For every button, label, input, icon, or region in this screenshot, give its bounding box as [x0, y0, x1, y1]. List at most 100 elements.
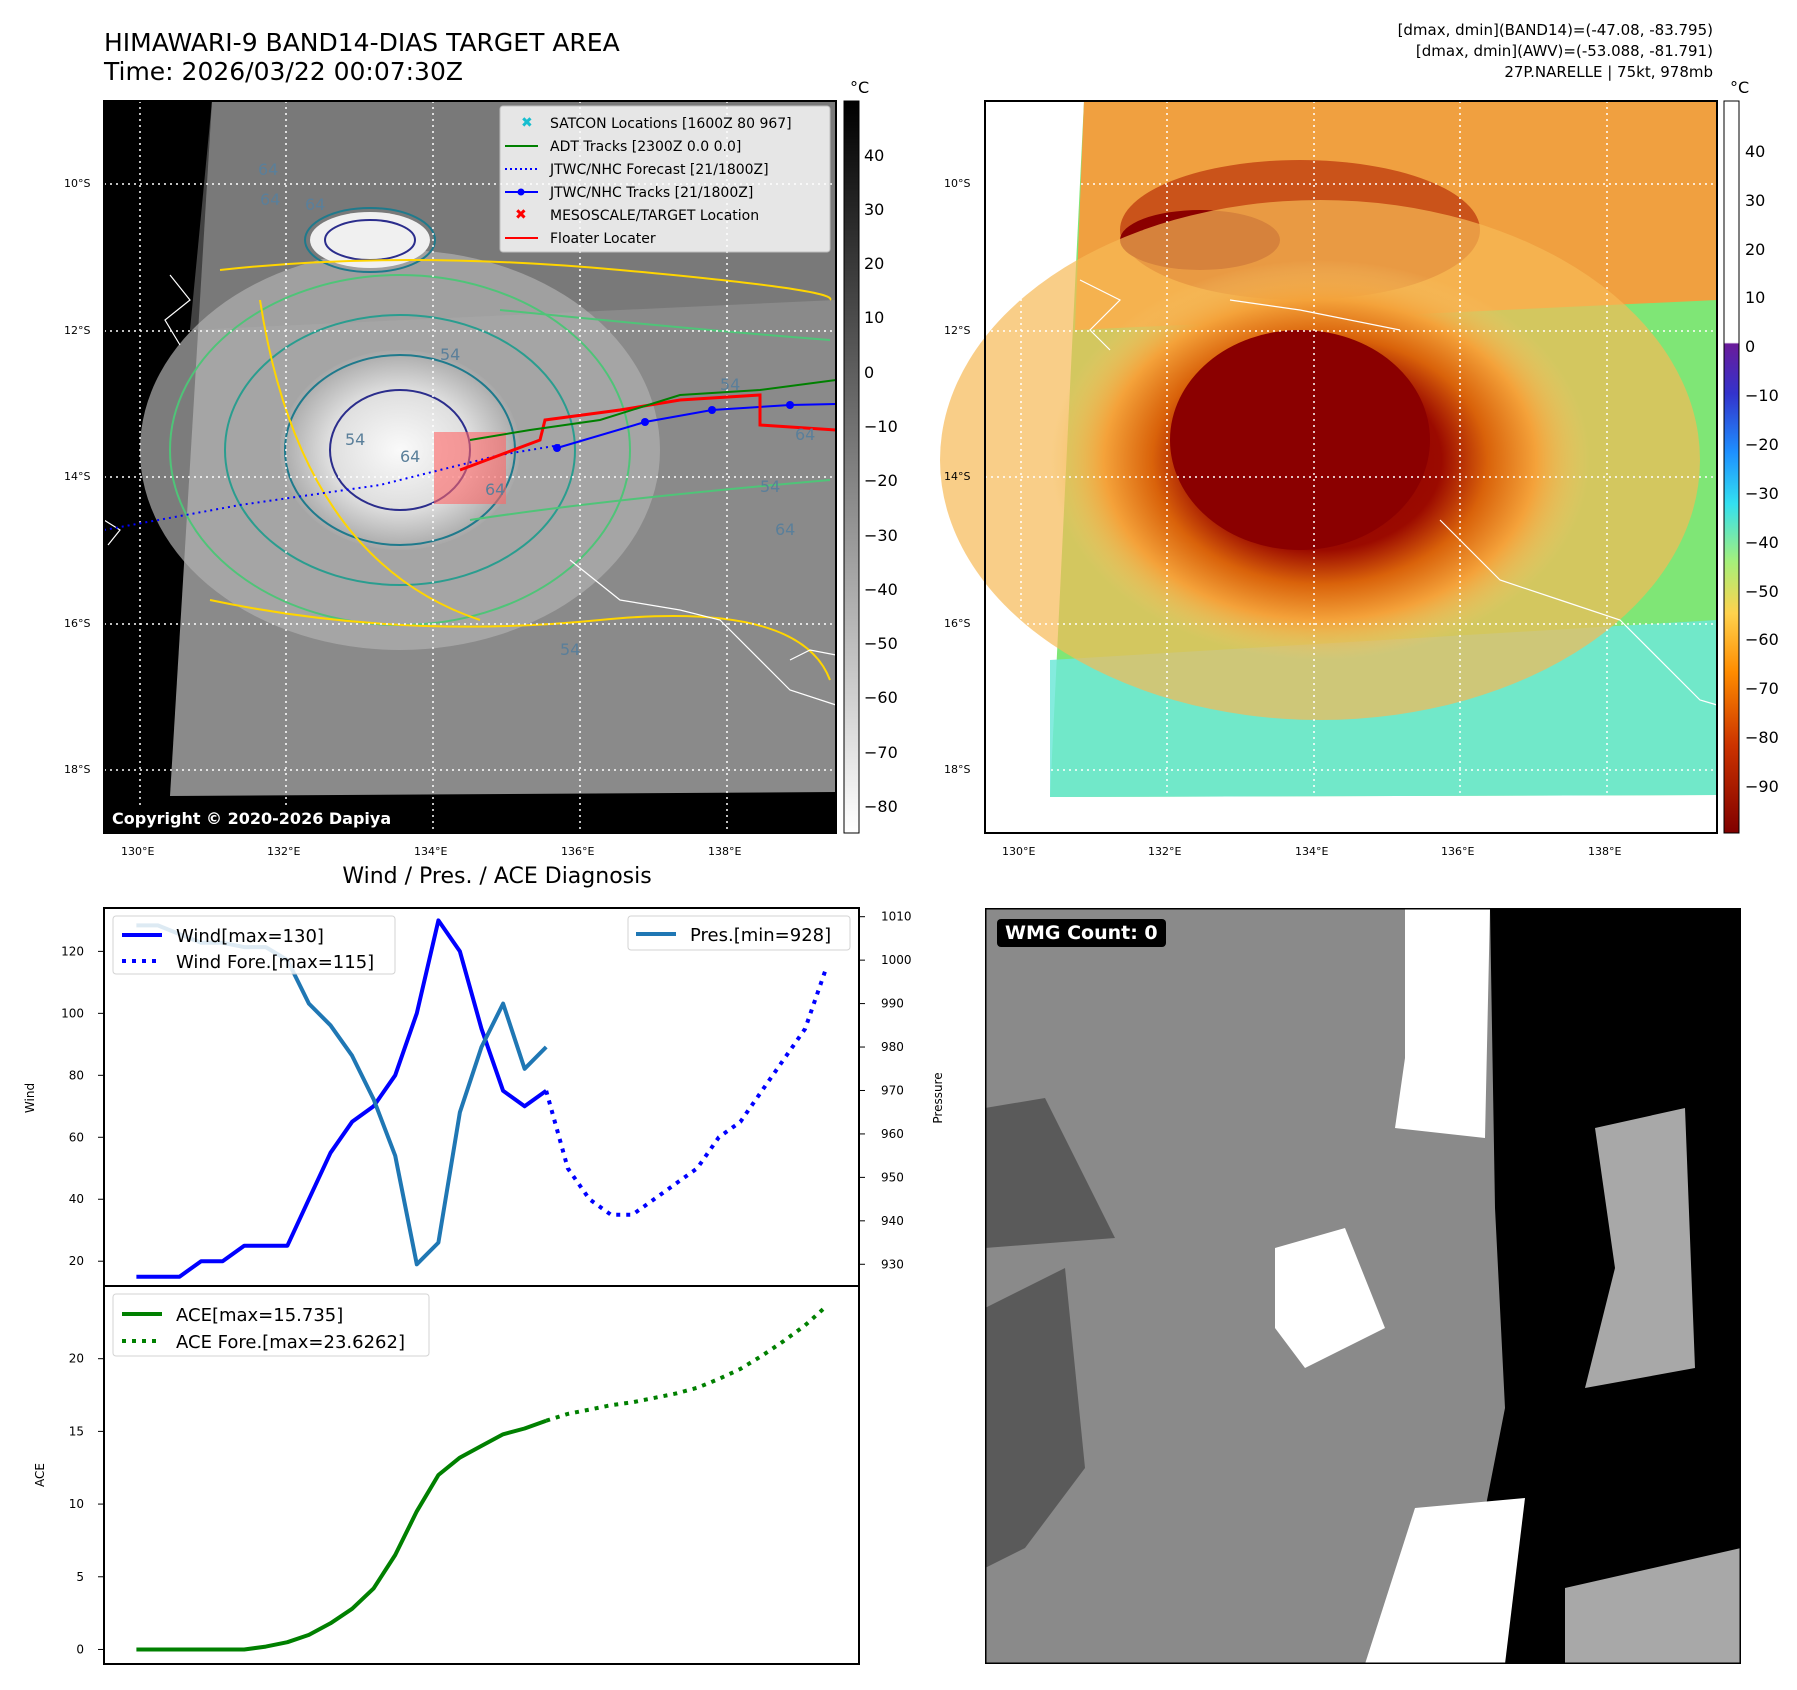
- contour-label: 54: [560, 640, 580, 659]
- tr-lon-label: 134°E: [1295, 845, 1329, 858]
- pressure-ytick-label: 940: [881, 1214, 904, 1228]
- wind-series-0: [136, 918, 548, 1279]
- pressure-ytick-label: 980: [881, 1040, 904, 1054]
- tl-coastline: [103, 274, 837, 706]
- br-wmg-panel: [985, 908, 1741, 1664]
- tr-coastline: [1079, 279, 1718, 706]
- contour-label: 54: [345, 430, 365, 449]
- legend-ace-fore: ACE Fore.[max=23.6262]: [176, 1332, 405, 1353]
- tr-gridlines: [985, 101, 1717, 833]
- tl-cbar-tick: 20: [864, 254, 885, 273]
- tr-cbar-tick: 20: [1745, 240, 1766, 259]
- tr-lon-label: 138°E: [1588, 845, 1622, 858]
- tl-lon-label: 132°E: [267, 845, 301, 858]
- tl-lon-label: 136°E: [561, 845, 595, 858]
- tr-cbar-tick: 40: [1745, 142, 1766, 161]
- tl-cbar-tick: 40: [864, 146, 885, 165]
- wind-ytick-label: 60: [69, 1130, 84, 1144]
- tl-lon-label: 138°E: [708, 845, 742, 858]
- bl-ace-ylabel: ACE: [33, 1463, 47, 1487]
- bl-wind-ylabel: Wind: [23, 1083, 37, 1113]
- tl-unit-label: °C: [850, 78, 870, 97]
- tr-colorbar: [1723, 100, 1740, 834]
- tr-unit-label: °C: [1730, 78, 1750, 97]
- wind-series-1: [544, 966, 829, 1217]
- ace-ytick-label: 0: [76, 1642, 84, 1656]
- tr-cbar-tick: −90: [1745, 777, 1779, 796]
- contour-label: 64: [305, 195, 325, 214]
- legend-adt: ADT Tracks [2300Z 0.0 0.0]: [550, 139, 741, 155]
- tl-lat-label: 10°S: [64, 177, 91, 190]
- tr-lat-label: 14°S: [944, 470, 971, 483]
- tr-cbar-tick: −20: [1745, 435, 1779, 454]
- pressure-ytick-label: 1010: [881, 910, 912, 924]
- top-left-map: 64 64 64 64 64 64 64 54 54 54 54 54 ✖ ✖ …: [103, 100, 1740, 834]
- tr-cbar-tick: −80: [1745, 728, 1779, 747]
- br-dark-region: [985, 1098, 1115, 1248]
- tl-title-line1: HIMAWARI-9 BAND14-DIAS TARGET AREA: [104, 28, 620, 57]
- bl-title: Wind / Pres. / ACE Diagnosis: [342, 864, 652, 889]
- tl-cbar-tick: −10: [864, 417, 898, 436]
- wind-ytick-label: 80: [69, 1068, 84, 1082]
- pressure-ytick-label: 990: [881, 997, 904, 1011]
- contour-label: 64: [485, 480, 505, 499]
- wind-ytick-label: 20: [69, 1254, 84, 1268]
- tl-cbar-tick: 10: [864, 308, 885, 327]
- tl-lat-label: 14°S: [64, 470, 91, 483]
- tr-cbar-tick: −40: [1745, 533, 1779, 552]
- tl-title-line2: Time: 2026/03/22 00:07:30Z: [104, 57, 463, 86]
- bl-legend-pres: Pres.[min=928]: [627, 915, 851, 951]
- tl-lat-label: 12°S: [64, 324, 91, 337]
- pressure-ytick-label: 960: [881, 1127, 904, 1141]
- tl-cbar-tick: 0: [864, 363, 875, 382]
- wind-ytick-label: 120: [61, 944, 84, 958]
- tr-lon-label: 132°E: [1148, 845, 1182, 858]
- tr-cbar-tick: 10: [1745, 288, 1766, 307]
- tl-lon-label: 130°E: [121, 845, 155, 858]
- tl-cbar-tick: −60: [864, 688, 898, 707]
- legend-wind: Wind[max=130]: [176, 926, 324, 947]
- tr-cbar-tick: 0: [1745, 337, 1756, 356]
- legend-wind-fore: Wind Fore.[max=115]: [176, 952, 374, 973]
- br-wmg-box: WMG Count: 0: [997, 919, 1166, 947]
- wind-ytick-label: 40: [69, 1192, 84, 1206]
- legend-jtwc-tracks: JTWC/NHC Tracks [21/1800Z]: [549, 185, 753, 201]
- pressure-ytick-label: 970: [881, 1083, 904, 1097]
- contour-label: 54: [440, 345, 460, 364]
- bl-legend-wind: Wind[max=130] Wind Fore.[max=115]: [112, 915, 396, 975]
- contour-label: 54: [720, 375, 740, 394]
- tr-lat-label: 10°S: [944, 177, 971, 190]
- contour-label: 54: [760, 477, 780, 496]
- tl-copyright: Copyright © 2020-2026 Dapiya: [106, 807, 398, 830]
- tl-lat-label: 18°S: [64, 763, 91, 776]
- tl-cbar-tick: 30: [864, 200, 885, 219]
- tr-cbar-tick: −60: [1745, 630, 1779, 649]
- tr-lat-label: 16°S: [944, 617, 971, 630]
- bl-pres-ylabel: Pressure: [931, 1072, 945, 1123]
- tr-lon-label: 136°E: [1441, 845, 1475, 858]
- legend-floater: Floater Locater: [550, 231, 656, 247]
- contour-label: 64: [260, 190, 280, 209]
- tl-cbar-tick: −20: [864, 471, 898, 490]
- contour-label: 64: [258, 160, 278, 179]
- ace-ytick-label: 15: [69, 1424, 84, 1438]
- wind-ytick-label: 100: [61, 1006, 84, 1020]
- ace-series-1: [545, 1304, 828, 1423]
- legend-mesoscale: MESOSCALE/TARGET Location: [550, 208, 759, 224]
- tl-cbar-tick: −40: [864, 580, 898, 599]
- tl-colorbar: [843, 100, 860, 834]
- legend-satcon: SATCON Locations [1600Z 80 967]: [550, 116, 792, 132]
- tl-target-box: [434, 432, 506, 504]
- br-black-region: [1455, 908, 1741, 1664]
- tl-cbar-tick: −80: [864, 797, 898, 816]
- tr-info-line3: 27P.NARELLE | 75kt, 978mb: [1504, 63, 1713, 81]
- bl-diagnosis-chart: 2040608010012093094095096097098099010001…: [23, 907, 945, 1665]
- tr-info-line1: [dmax, dmin](BAND14)=(-47.08, -83.795): [1397, 21, 1713, 39]
- tr-cbar-tick: −10: [1745, 386, 1779, 405]
- tr-lat-label: 18°S: [944, 763, 971, 776]
- tl-cbar-tick: −30: [864, 526, 898, 545]
- contour-label: 64: [795, 425, 815, 444]
- pressure-series-0: [136, 923, 548, 1267]
- tr-lon-label: 130°E: [1002, 845, 1036, 858]
- tr-cbar-tick: −50: [1745, 582, 1779, 601]
